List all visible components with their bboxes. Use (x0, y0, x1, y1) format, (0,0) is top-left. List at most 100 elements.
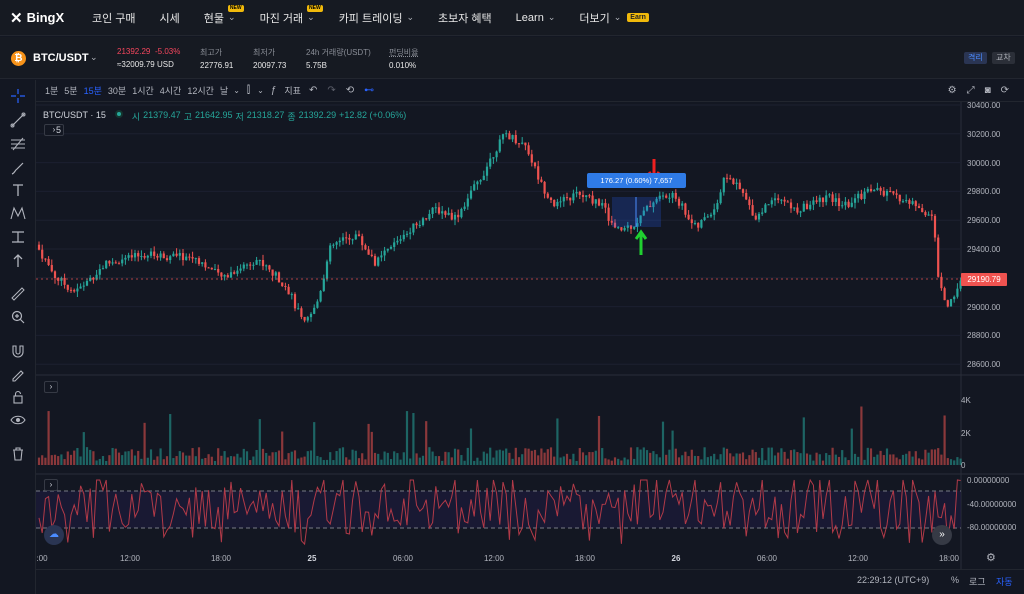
volume-bar (930, 449, 933, 465)
candle-type-icon[interactable]: ⫿ (246, 85, 251, 96)
timeframe-30m[interactable]: 30분 (107, 86, 127, 96)
candle-body (524, 142, 527, 146)
nav-spot[interactable]: 현물 ⌄ NEW (203, 4, 244, 25)
logo-text: BingX (26, 10, 65, 25)
nav-buy-crypto[interactable]: 코인 구매 (92, 12, 136, 25)
ruler-icon[interactable] (8, 284, 28, 304)
funding-label[interactable]: 펀딩비율 (389, 48, 419, 57)
timeframe-12h[interactable]: 12시간 (187, 86, 214, 96)
close-label: 종 (287, 112, 296, 122)
timeframe-1h[interactable]: 1시간 (132, 86, 154, 96)
volume-bar (793, 449, 796, 465)
indicators-button[interactable]: 지표 (284, 86, 301, 96)
trendline-icon[interactable] (8, 110, 28, 130)
fib-icon[interactable] (8, 134, 28, 154)
brush-icon[interactable] (8, 158, 28, 178)
candle-body (719, 192, 722, 204)
log-toggle[interactable]: 로그 (969, 577, 986, 587)
bingx-logo[interactable]: ✕ BingX (0, 9, 80, 27)
reset-icon[interactable]: ⟲ (345, 85, 355, 96)
arrow-up-icon[interactable] (8, 251, 28, 271)
chevron-down-icon[interactable]: ⌄ (257, 86, 264, 95)
volume-bar (127, 451, 130, 465)
candle-body (133, 253, 137, 258)
candle-body (421, 218, 425, 226)
crosshair-icon[interactable] (8, 86, 28, 106)
candle-body (645, 205, 649, 211)
volume-bar (956, 457, 959, 465)
volume-value: 5.75B (306, 61, 327, 70)
pair-selector[interactable]: BTC/USDT (33, 52, 89, 64)
auto-toggle[interactable]: 자동 (996, 577, 1013, 587)
candle-body (162, 253, 165, 259)
fullscreen-icon[interactable]: ⤢ (966, 85, 975, 96)
candle-body (617, 227, 620, 229)
scroll-right-icon[interactable]: » (932, 525, 952, 545)
trash-icon[interactable] (8, 444, 28, 464)
volume-bar (229, 456, 233, 465)
camera-icon[interactable]: ◙ (984, 85, 991, 96)
text-icon[interactable] (8, 180, 28, 200)
volume-bar (66, 451, 69, 465)
lock-icon[interactable] (8, 387, 28, 407)
undo-icon[interactable]: ↶ (308, 85, 318, 96)
eye-icon[interactable] (8, 410, 28, 430)
magnet-icon[interactable] (8, 341, 28, 361)
volume-bar (245, 451, 249, 465)
pattern-icon[interactable] (8, 203, 28, 223)
candle-body (652, 202, 655, 208)
settings-gear-icon[interactable]: ⚙ (947, 85, 957, 96)
isolated-button[interactable]: 격리 (964, 52, 987, 64)
volume-bar (738, 453, 741, 465)
candle-body (380, 255, 383, 258)
volume-bar (850, 428, 853, 465)
osc-collapse-button[interactable]: › (44, 479, 58, 491)
candle-body (277, 272, 281, 283)
timeframe-1m[interactable]: 1분 (45, 86, 59, 96)
nav-margin[interactable]: 마진 거래 ⌄ NEW (259, 4, 323, 25)
chevron-down-icon[interactable]: ⌄ (90, 52, 98, 62)
refresh-icon[interactable]: ⟳ (1000, 85, 1009, 96)
volume-bar (511, 458, 514, 465)
percent-toggle[interactable]: % (951, 575, 960, 585)
volume-bar (533, 449, 537, 465)
candle-body (274, 272, 277, 276)
volume-bar (594, 450, 597, 465)
timeframe-4h[interactable]: 4시간 (159, 86, 182, 96)
clock[interactable]: 22:29:12 (UTC+9) (857, 575, 930, 585)
redo-icon[interactable]: ↷ (327, 85, 336, 96)
indicator-expand-button[interactable]: › (44, 124, 64, 136)
lock-drawing-icon[interactable] (8, 364, 28, 384)
volume-bar (133, 455, 137, 465)
timeframe-day[interactable]: 날 (219, 86, 229, 96)
nav-more[interactable]: 더보기 ⌄ Earn (567, 0, 660, 36)
cross-button[interactable]: 교차 (992, 52, 1015, 64)
candle-body (130, 255, 133, 258)
volume-bar (85, 447, 89, 465)
candle-body (297, 308, 300, 310)
candlestick-chart[interactable] (36, 102, 1024, 569)
visibility-icon[interactable]: ⊷ (364, 85, 375, 96)
zoom-in-icon[interactable] (8, 307, 28, 327)
candle-body (732, 178, 735, 185)
nav-learn[interactable]: Learn ⌄ (515, 11, 556, 24)
timeframe-15m[interactable]: 15분 (83, 86, 102, 96)
time-settings-gear-icon[interactable]: ⚙ (986, 552, 996, 564)
indicators-icon[interactable]: ƒ (270, 85, 277, 96)
volume-bar (338, 448, 341, 465)
volume-bar (879, 450, 882, 465)
volume-bar (153, 459, 156, 465)
volume-bar (463, 460, 466, 465)
nav-markets[interactable]: 시세 (159, 12, 180, 25)
timeframe-5m[interactable]: 5분 (64, 86, 78, 96)
measure-icon[interactable] (8, 227, 28, 247)
candle-body (562, 197, 565, 202)
nav-beginner[interactable]: 초보자 혜택 (438, 12, 492, 25)
volume-collapse-button[interactable]: › (44, 381, 58, 393)
candle-body (581, 194, 585, 197)
chevron-down-icon[interactable]: ⌄ (233, 86, 240, 95)
volume-bar (114, 448, 117, 465)
cloud-icon[interactable]: ☁ (44, 525, 64, 545)
nav-copy-trading[interactable]: 카피 트레이딩 ⌄ (338, 12, 415, 25)
candle-body (901, 201, 905, 203)
